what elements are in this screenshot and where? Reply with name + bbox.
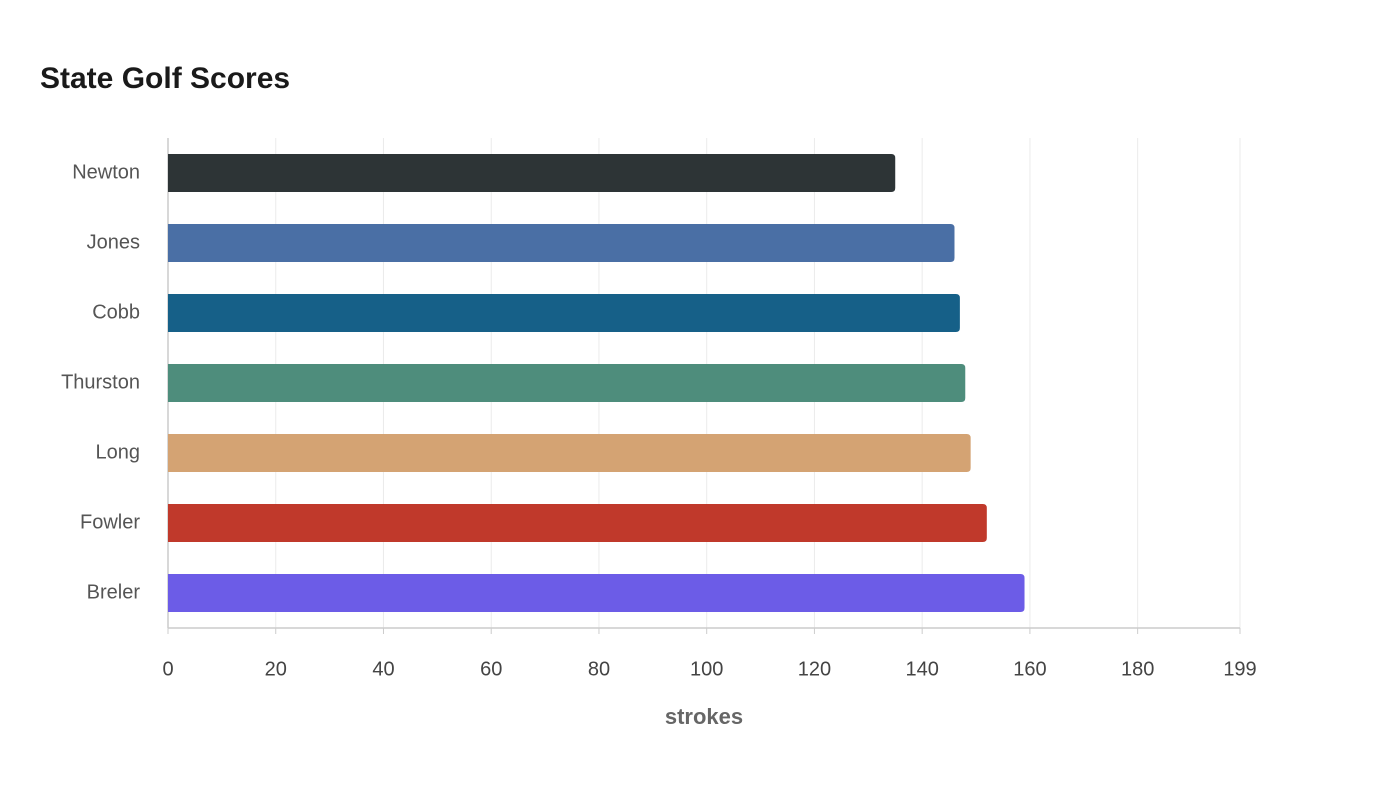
y-tick-label: Cobb bbox=[92, 301, 140, 323]
x-tick-label: 20 bbox=[265, 658, 287, 680]
x-tick-label: 140 bbox=[905, 658, 938, 680]
bar bbox=[168, 434, 971, 472]
x-tick-label: 180 bbox=[1121, 658, 1154, 680]
x-axis-label: strokes bbox=[665, 704, 743, 729]
x-tick-label: 120 bbox=[798, 658, 831, 680]
bar bbox=[168, 294, 960, 332]
y-tick-label: Fowler bbox=[80, 511, 140, 533]
y-tick-label: Newton bbox=[72, 161, 140, 183]
y-tick-label: Breler bbox=[87, 581, 141, 603]
x-tick-label: 40 bbox=[372, 658, 394, 680]
y-tick-label: Thurston bbox=[61, 371, 140, 393]
x-tick-label: 60 bbox=[480, 658, 502, 680]
chart-title: State Golf Scores bbox=[40, 62, 290, 95]
x-tick-label: 199 bbox=[1223, 658, 1256, 680]
bar bbox=[168, 504, 987, 542]
x-tick-label: 0 bbox=[162, 658, 173, 680]
bar bbox=[168, 574, 1025, 612]
bar bbox=[168, 224, 955, 262]
x-tick-label: 160 bbox=[1013, 658, 1046, 680]
y-tick-label: Jones bbox=[87, 231, 140, 253]
y-tick-label: Long bbox=[96, 441, 141, 463]
x-tick-label: 100 bbox=[690, 658, 723, 680]
x-tick-label: 80 bbox=[588, 658, 610, 680]
bar bbox=[168, 364, 966, 402]
bar bbox=[168, 154, 896, 192]
